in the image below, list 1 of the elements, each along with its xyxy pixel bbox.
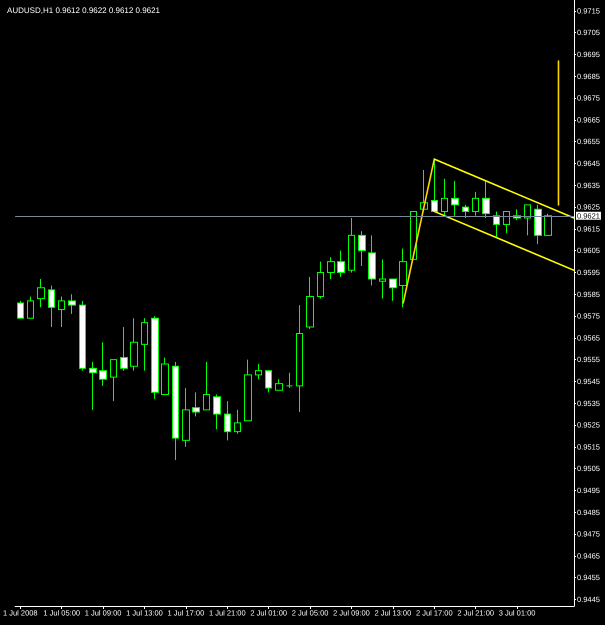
text: AUDUSD,H1 0.9612 0.9622 0.9612 0.9621 [7, 6, 161, 15]
